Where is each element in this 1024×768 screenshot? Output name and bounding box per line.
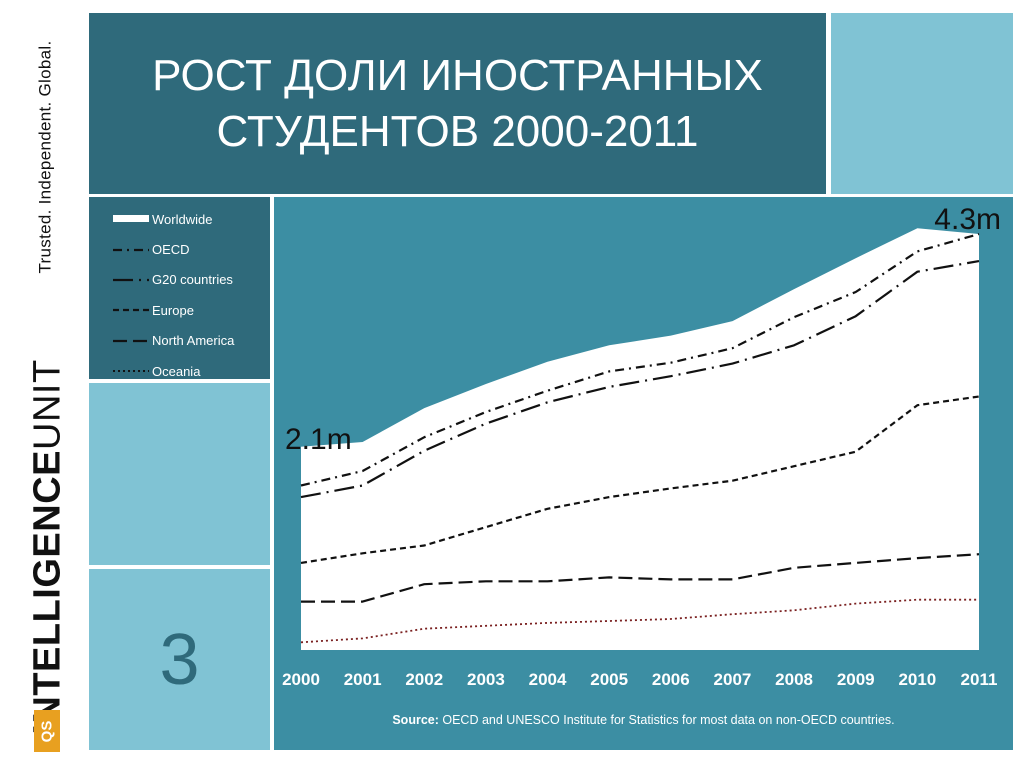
brand-wordmark: INTELLIGENCEUNIT (27, 359, 69, 734)
legend-label-oceania: Oceania (152, 363, 201, 379)
legend-swatch-oceania (113, 370, 149, 373)
x-tick-label: 2010 (898, 670, 936, 689)
title-panel: РОСТ ДОЛИ ИНОСТРАННЫХ СТУДЕНТОВ 2000-201… (89, 13, 826, 194)
decor-panel-top-right (831, 13, 1013, 194)
annotation-label: 4.3m (934, 203, 1001, 236)
legend-item-worldwide: Worldwide (89, 204, 270, 234)
legend-item-north-america: North America (89, 326, 270, 356)
legend-swatch-north-america (113, 339, 149, 342)
page-title: РОСТ ДОЛИ ИНОСТРАННЫХ СТУДЕНТОВ 2000-201… (152, 50, 763, 156)
x-tick-label: 2003 (467, 670, 505, 689)
legend-swatch-oecd (113, 248, 149, 251)
tagline-text: Trusted. Independent. Global. (35, 40, 54, 273)
legend-label-europe: Europe (152, 302, 194, 318)
page-number-panel: 3 (89, 569, 270, 750)
legend-label-oecd: OECD (152, 242, 190, 258)
x-tick-label: 2011 (961, 670, 998, 689)
line-oceania (300, 598, 979, 644)
x-tick-label: 2002 (405, 670, 443, 689)
legend-item-oceania: Oceania (89, 356, 270, 386)
tagline: Trusted. Independent. Global. (31, 14, 59, 299)
line-g20-countries (300, 260, 980, 499)
x-tick-label: 2009 (837, 670, 875, 689)
source-text: OECD and UNESCO Institute for Statistics… (442, 713, 895, 727)
x-tick-label: 2007 (714, 670, 752, 689)
x-tick-label: 2001 (344, 670, 382, 689)
x-tick-label: 2005 (590, 670, 628, 689)
line-chart: 2000 2001 2002 2003 2004 2005 2006 2007 2008 2009… (282, 203, 1001, 689)
source-note: Source: OECD and UNESCO Institute for St… (274, 713, 1013, 727)
page-number: 3 (159, 619, 200, 700)
logo-text: QS (38, 720, 56, 742)
x-tick-label: 2008 (775, 670, 813, 689)
chart-panel: 2000 2001 2002 2003 2004 2005 2006 2007 2008 2009… (274, 197, 1013, 750)
legend-swatch-worldwide (113, 215, 149, 223)
legend-item-g20: G20 countries (89, 265, 270, 295)
legend: Worldwide OECD G20 countries Europe Nort… (89, 197, 270, 379)
x-tick-label: 2004 (529, 670, 567, 689)
x-tick-label: 2006 (652, 670, 690, 689)
x-tick-label: 2000 (282, 670, 320, 689)
brand-strong: INTELLIGENCE (27, 449, 69, 735)
legend-item-europe: Europe (89, 295, 270, 325)
line-oecd (300, 232, 980, 487)
brand-light: UNIT (27, 359, 69, 450)
legend-label-worldwide: Worldwide (152, 211, 213, 227)
line-north-america (301, 553, 980, 603)
source-label: Source: (392, 713, 439, 727)
legend-item-oecd: OECD (89, 234, 270, 264)
qs-logo-icon: QS (34, 710, 60, 752)
annotation-label: 2.1m (285, 423, 352, 456)
decor-panel-middle (89, 383, 270, 565)
legend-swatch-europe (113, 309, 149, 312)
area-worldwide (301, 228, 979, 650)
legend-swatch-g20 (113, 278, 149, 282)
legend-label-north-america: North America (152, 333, 235, 349)
line-europe (300, 395, 980, 564)
legend-label-g20: G20 countries (152, 272, 233, 288)
